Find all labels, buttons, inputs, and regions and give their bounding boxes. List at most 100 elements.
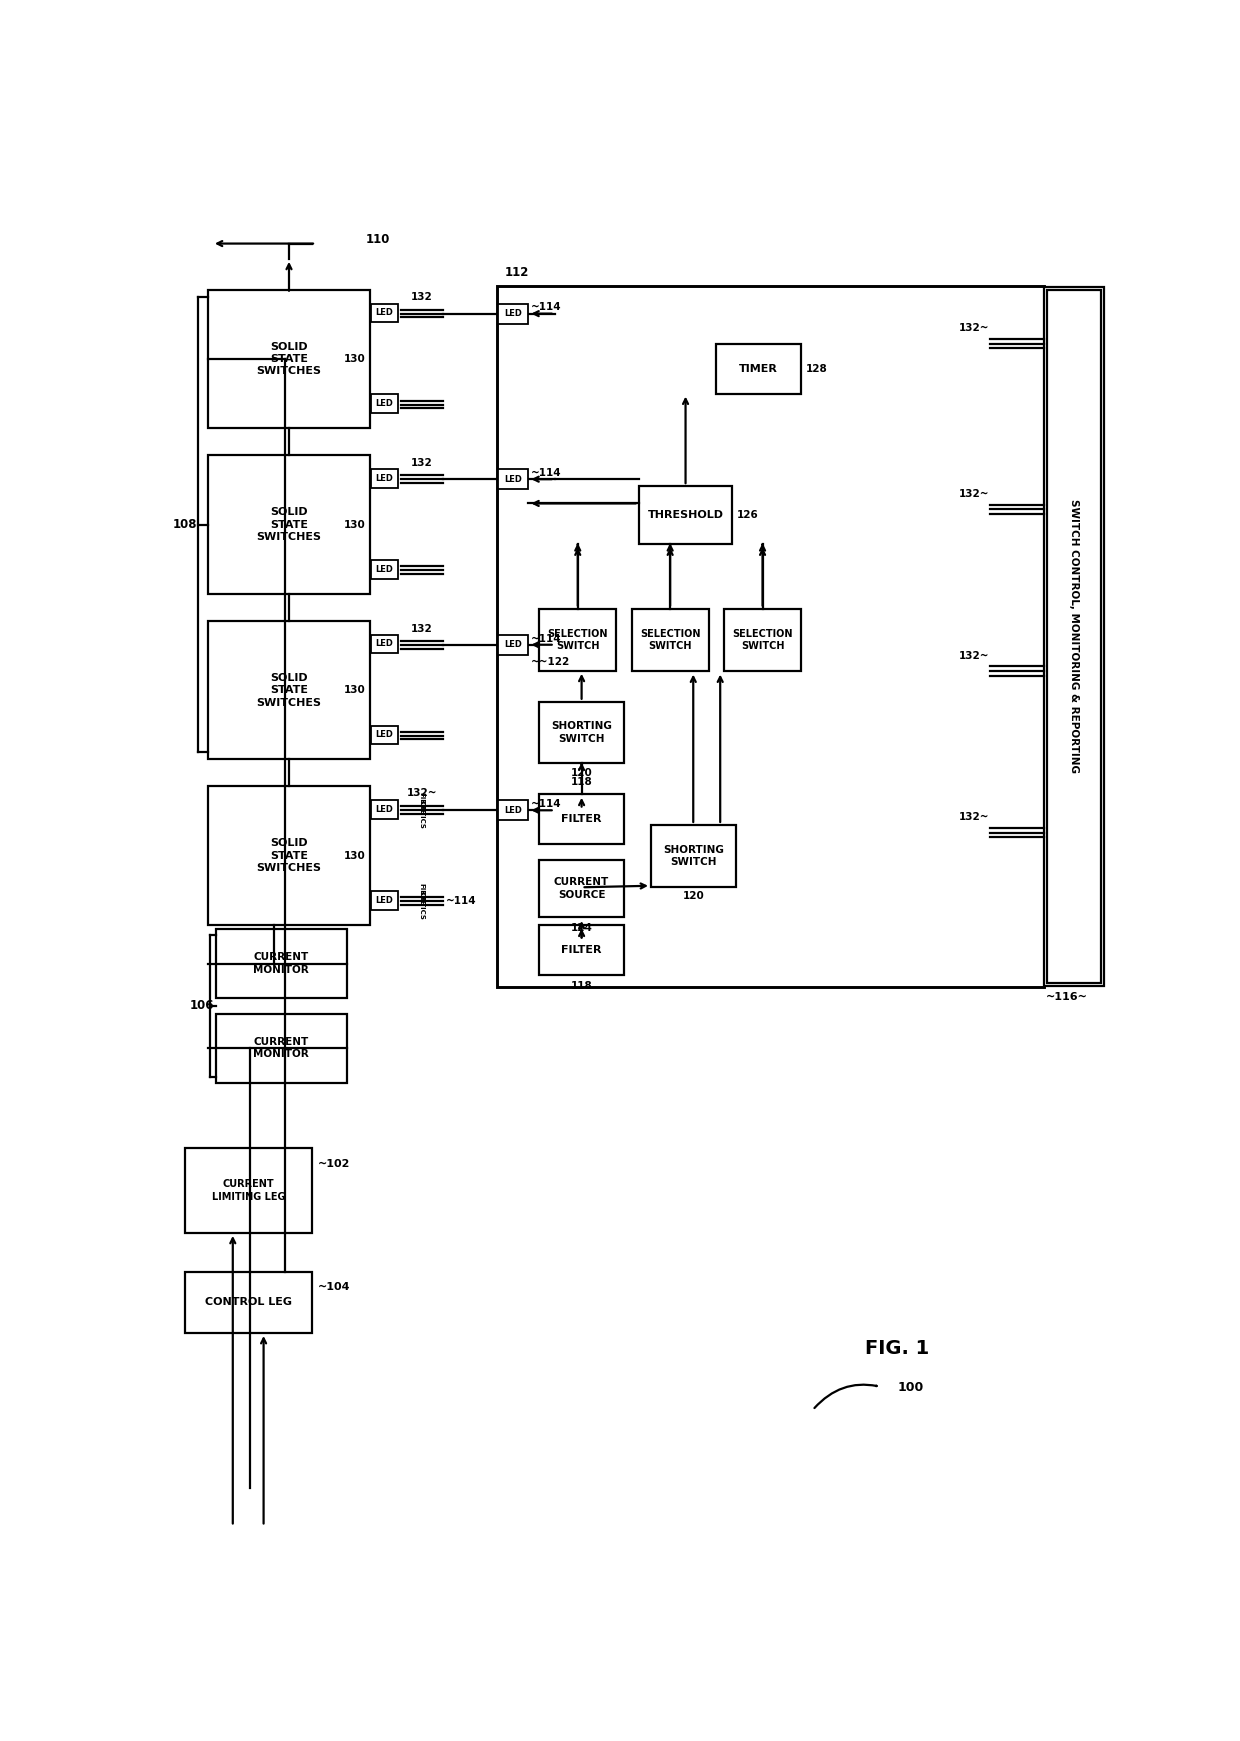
Bar bbox=[208, 787, 370, 924]
Text: 112: 112 bbox=[505, 266, 529, 279]
Bar bbox=[1044, 287, 1105, 985]
Bar bbox=[372, 726, 398, 743]
Text: 118: 118 bbox=[570, 980, 593, 991]
Text: TIMER: TIMER bbox=[739, 364, 779, 374]
Text: FIG. 1: FIG. 1 bbox=[866, 1339, 930, 1358]
Text: SHORTING
SWITCH: SHORTING SWITCH bbox=[663, 844, 724, 867]
Bar bbox=[539, 702, 624, 763]
Text: CURRENT
SOURCE: CURRENT SOURCE bbox=[554, 877, 609, 900]
Text: OPTICS: OPTICS bbox=[419, 891, 425, 919]
Text: SWITCH CONTROL, MONITORING & REPORTING: SWITCH CONTROL, MONITORING & REPORTING bbox=[1069, 500, 1079, 773]
Text: SELECTION
SWITCH: SELECTION SWITCH bbox=[640, 629, 701, 651]
Text: LED: LED bbox=[376, 308, 393, 317]
Text: CURRENT
MONITOR: CURRENT MONITOR bbox=[253, 952, 309, 975]
Text: FILTER: FILTER bbox=[562, 945, 601, 956]
Bar bbox=[651, 825, 735, 886]
Text: CONTROL LEG: CONTROL LEG bbox=[205, 1297, 293, 1307]
Text: SOLID
STATE
SWITCHES: SOLID STATE SWITCHES bbox=[257, 839, 321, 874]
Text: ~104: ~104 bbox=[319, 1281, 351, 1292]
Text: FIBRE: FIBRE bbox=[419, 792, 425, 815]
Bar bbox=[216, 1013, 347, 1083]
Text: ~116~: ~116~ bbox=[1045, 992, 1087, 1001]
Bar bbox=[208, 622, 370, 759]
Bar bbox=[372, 635, 398, 653]
Bar bbox=[539, 860, 624, 918]
Text: SHORTING
SWITCH: SHORTING SWITCH bbox=[551, 721, 613, 743]
Text: FIBRE: FIBRE bbox=[419, 883, 425, 905]
Bar bbox=[372, 468, 398, 487]
Text: LED: LED bbox=[376, 564, 393, 575]
Text: 132~: 132~ bbox=[407, 787, 436, 797]
Text: 130: 130 bbox=[343, 686, 366, 695]
Bar bbox=[372, 395, 398, 413]
Bar bbox=[498, 468, 528, 489]
Text: 128: 128 bbox=[806, 364, 827, 374]
Text: 120: 120 bbox=[570, 768, 593, 778]
Bar bbox=[216, 930, 347, 998]
Bar bbox=[498, 303, 528, 324]
Bar bbox=[724, 609, 801, 670]
Text: 132~: 132~ bbox=[959, 651, 990, 660]
Text: LED: LED bbox=[376, 639, 393, 648]
Text: LED: LED bbox=[376, 399, 393, 407]
Bar bbox=[498, 635, 528, 655]
Text: CURRENT
LIMITING LEG: CURRENT LIMITING LEG bbox=[212, 1179, 285, 1201]
Bar bbox=[539, 609, 616, 670]
Text: LED: LED bbox=[505, 475, 522, 484]
Bar bbox=[372, 561, 398, 578]
Bar bbox=[640, 486, 732, 543]
Text: LED: LED bbox=[505, 641, 522, 649]
Bar bbox=[631, 609, 708, 670]
Text: 108: 108 bbox=[172, 519, 197, 531]
Text: LED: LED bbox=[376, 804, 393, 815]
Text: 132: 132 bbox=[410, 458, 433, 468]
Text: LED: LED bbox=[376, 474, 393, 482]
Text: SOLID
STATE
SWITCHES: SOLID STATE SWITCHES bbox=[257, 341, 321, 376]
Bar bbox=[717, 343, 801, 393]
Bar bbox=[497, 286, 1044, 987]
Bar bbox=[372, 891, 398, 909]
FancyArrowPatch shape bbox=[815, 1384, 877, 1408]
Text: SELECTION
SWITCH: SELECTION SWITCH bbox=[548, 629, 608, 651]
Bar bbox=[498, 801, 528, 820]
Bar bbox=[1048, 289, 1101, 982]
Text: ~~122: ~~122 bbox=[531, 658, 570, 667]
Text: 132: 132 bbox=[410, 623, 433, 634]
Bar bbox=[208, 456, 370, 594]
Text: ~102: ~102 bbox=[319, 1160, 351, 1168]
Bar bbox=[539, 794, 624, 844]
Text: 130: 130 bbox=[343, 353, 366, 364]
Text: 118: 118 bbox=[570, 776, 593, 787]
Text: LED: LED bbox=[376, 897, 393, 905]
Text: 132: 132 bbox=[410, 292, 433, 303]
Text: LED: LED bbox=[376, 729, 393, 740]
Text: 100: 100 bbox=[898, 1381, 924, 1393]
Text: 132~: 132~ bbox=[959, 813, 990, 822]
Text: LED: LED bbox=[505, 806, 522, 815]
Text: 106: 106 bbox=[190, 999, 215, 1012]
Bar bbox=[539, 924, 624, 975]
Text: ~114: ~114 bbox=[531, 468, 562, 479]
Text: SOLID
STATE
SWITCHES: SOLID STATE SWITCHES bbox=[257, 507, 321, 541]
Text: 132~: 132~ bbox=[959, 324, 990, 333]
Text: SOLID
STATE
SWITCHES: SOLID STATE SWITCHES bbox=[257, 672, 321, 707]
Text: OPTICS: OPTICS bbox=[419, 799, 425, 829]
Text: ~114: ~114 bbox=[531, 634, 562, 644]
Text: ~114: ~114 bbox=[531, 303, 562, 312]
Text: THRESHOLD: THRESHOLD bbox=[647, 510, 724, 521]
Text: CURRENT
MONITOR: CURRENT MONITOR bbox=[253, 1038, 309, 1060]
Bar bbox=[185, 1149, 312, 1233]
Text: 124: 124 bbox=[570, 923, 593, 933]
Text: ~114: ~114 bbox=[531, 799, 562, 810]
Bar bbox=[372, 801, 398, 818]
Text: ~114: ~114 bbox=[446, 897, 476, 905]
Text: SELECTION
SWITCH: SELECTION SWITCH bbox=[733, 629, 792, 651]
Text: LED: LED bbox=[505, 310, 522, 319]
Text: 130: 130 bbox=[343, 519, 366, 529]
Text: 130: 130 bbox=[343, 851, 366, 860]
Text: 132~: 132~ bbox=[959, 489, 990, 500]
Bar bbox=[185, 1271, 312, 1334]
Bar bbox=[208, 289, 370, 428]
Text: FILTER: FILTER bbox=[562, 815, 601, 823]
Text: 126: 126 bbox=[737, 510, 758, 521]
